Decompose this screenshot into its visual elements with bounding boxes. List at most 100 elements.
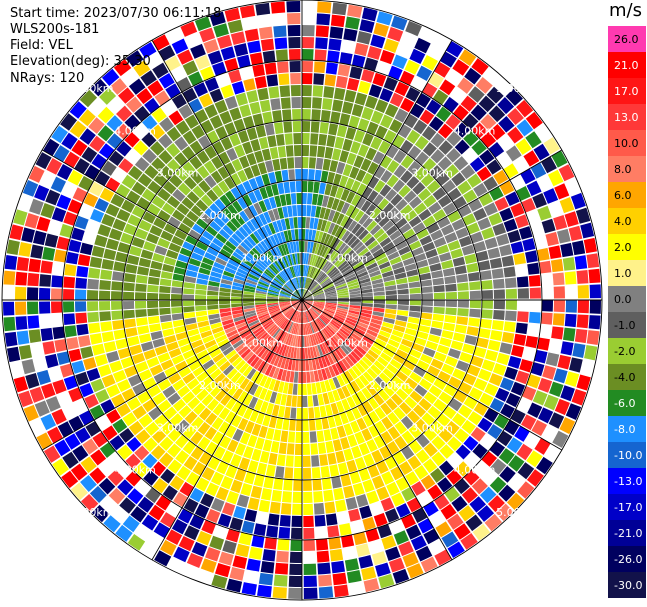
velocity-gate [186,552,204,568]
velocity-gate [113,329,126,340]
velocity-gate [225,397,237,410]
velocity-gate [558,164,575,182]
velocity-gate [308,359,314,371]
velocity-gate [309,371,315,383]
velocity-gate [362,479,375,493]
velocity-gate [194,503,210,519]
velocity-gate [269,308,281,315]
velocity-gate [262,254,272,265]
velocity-gate [171,287,183,294]
velocity-gate [327,525,340,538]
velocity-gate [332,572,347,586]
velocity-gate [401,430,415,445]
velocity-gate [513,333,527,346]
velocity-gate [576,374,591,391]
velocity-gate [415,151,429,166]
range-ring-label: 5.00km [496,506,538,519]
velocity-gate [246,276,259,283]
velocity-gate [357,144,369,158]
velocity-gate [413,366,426,378]
velocity-gate [361,69,375,83]
velocity-gate [292,383,298,395]
velocity-gate [295,359,299,371]
velocity-gate [339,328,350,337]
velocity-gate [143,437,158,453]
velocity-gate [370,136,383,150]
velocity-gate [205,412,218,426]
velocity-gate [277,182,285,195]
velocity-gate [329,236,338,248]
velocity-gate [346,77,360,92]
velocity-gate [125,453,141,469]
velocity-gate [473,378,488,392]
velocity-gate [267,302,279,306]
velocity-gate [29,386,45,403]
velocity-gate [131,236,145,249]
velocity-gate [118,158,134,174]
velocity-gate [334,333,344,344]
colorbar: 26.021.017.013.010.08.06.04.02.01.00.0-1… [608,26,646,598]
velocity-gate [337,297,349,300]
velocity-gate [61,470,79,489]
velocity-gate [181,196,195,210]
velocity-gate [237,169,248,183]
velocity-gate [247,317,259,324]
velocity-gate [307,347,312,359]
velocity-gate [160,230,174,242]
velocity-gate [235,442,247,456]
velocity-gate [224,326,237,334]
velocity-gate [243,305,255,310]
velocity-gate [267,294,279,298]
velocity-gate [63,211,78,226]
velocity-gates [3,1,601,599]
colorbar-swatch [608,156,646,182]
velocity-gate [219,307,231,313]
velocity-gate [56,351,71,365]
velocity-gate [345,204,355,217]
velocity-gate [284,358,290,370]
velocity-gate [273,380,281,392]
velocity-gate [302,109,311,121]
velocity-gate [235,342,247,353]
velocity-gate [341,101,354,115]
velocity-gate [353,348,364,359]
velocity-gate [286,443,295,455]
velocity-gate [282,382,289,394]
velocity-gate [358,468,371,482]
velocity-gate [539,260,552,274]
velocity-gate [277,145,287,158]
velocity-gate [376,256,389,266]
velocity-gate [330,337,340,348]
velocity-gate [320,314,331,322]
velocity-gate [292,491,302,503]
velocity-gate [385,308,397,315]
velocity-gate [313,302,325,306]
velocity-gate [356,390,367,403]
velocity-gate [380,265,393,274]
velocity-gate [311,382,317,395]
velocity-gate [244,420,255,434]
velocity-gate [292,310,298,322]
velocity-gate [331,319,342,328]
velocity-gate [121,199,136,213]
velocity-gate [281,344,288,357]
velocity-gate [389,92,404,107]
velocity-gate [318,331,326,342]
velocity-gate [91,245,105,258]
velocity-gate [318,316,327,326]
velocity-gate [419,109,435,125]
velocity-gate [25,373,40,389]
velocity-gate [24,212,39,229]
velocity-gate [378,389,390,402]
velocity-gate [529,287,541,299]
velocity-gate [272,247,280,259]
velocity-gate [246,315,258,322]
velocity-gate [389,334,402,343]
velocity-gate [106,409,121,424]
velocity-gate [326,135,336,148]
velocity-gate [316,538,329,551]
velocity-gate [366,329,378,338]
velocity-gate [274,170,283,183]
velocity-gate [362,216,374,229]
velocity-gate [71,139,88,157]
